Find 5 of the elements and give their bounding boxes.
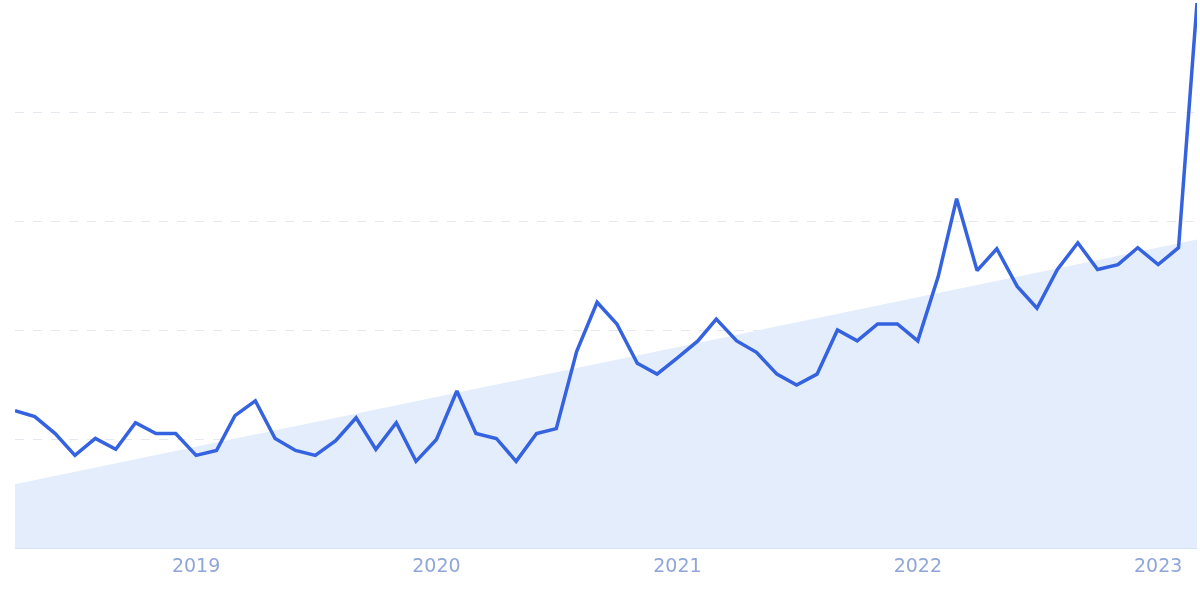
x-tick-label: 2021 xyxy=(653,553,702,576)
x-tick-label: 2022 xyxy=(893,553,942,576)
x-tick-label: 2019 xyxy=(171,553,221,576)
x-tick-label: 2020 xyxy=(412,553,461,576)
x-tick-label: 2023 xyxy=(1133,553,1183,576)
